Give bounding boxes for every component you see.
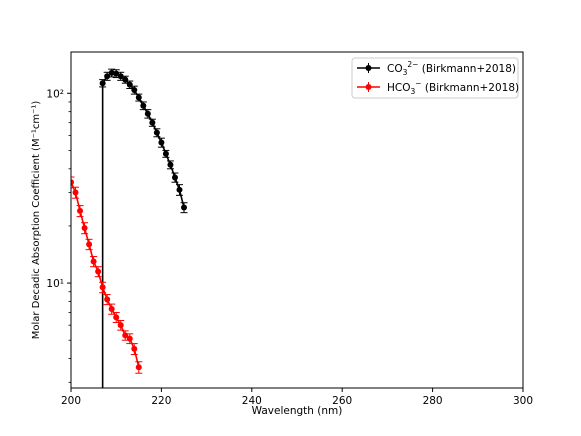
plot-frame [70,51,524,389]
x-tick-label: 240 [242,395,262,407]
legend-label-co3: CO32− (Birkmann+2018) [387,60,516,77]
series-line-co3 [101,72,185,208]
legend-marker-hco3 [365,84,372,90]
data-point-co3 [149,119,156,126]
data-point-hco3 [108,306,115,313]
data-point-co3 [181,204,187,211]
data-point-hco3 [104,296,111,303]
x-tick-label: 220 [151,395,171,407]
x-axis-label: Wavelength (nm) [252,405,343,417]
data-point-co3 [176,186,183,193]
x-tick-label: 260 [332,395,352,407]
data-point-hco3 [113,314,120,321]
data-point-hco3 [135,364,142,371]
data-point-co3 [144,110,151,117]
data-point-co3 [99,80,106,87]
data-point-co3 [131,87,138,94]
data-point-co3 [104,73,111,80]
data-point-hco3 [117,322,124,329]
x-tick-label: 300 [513,395,533,407]
data-point-co3 [126,81,133,88]
data-point-hco3 [72,189,79,196]
data-point-co3 [162,150,169,157]
legend-marker-co3 [365,65,372,71]
data-point-hco3 [86,241,93,248]
data-point-hco3 [77,207,84,214]
data-point-co3 [108,69,115,76]
legend-label-hco3: HCO3− (Birkmann+2018) [387,79,519,96]
data-point-hco3 [81,225,88,232]
legend: CO32− (Birkmann+2018) HCO3− (Birkmann+20… [351,57,519,99]
data-point-hco3 [126,335,133,342]
data-point-co3 [167,161,174,168]
data-point-co3 [153,129,160,136]
y-tick-label: 10¹ [46,278,64,290]
x-tick-label: 280 [423,395,443,407]
data-point-co3 [171,174,178,181]
legend-entry-hco3: HCO3− (Birkmann+2018) [357,79,519,96]
data-point-hco3 [90,258,97,265]
data-point-co3 [158,139,165,146]
legend-entry-co3: CO32− (Birkmann+2018) [357,60,516,77]
data-point-co3 [140,102,147,109]
plot-area [71,68,188,388]
series-hco3 [71,176,143,374]
y-tick-label: 10² [46,88,64,100]
data-point-hco3 [131,345,138,352]
legend-box [351,57,519,99]
data-point-hco3 [99,284,106,291]
data-point-co3 [135,94,142,101]
data-point-co3 [122,76,129,83]
x-tick-label: 200 [61,395,81,407]
data-point-hco3 [95,268,102,275]
y-axis-label: Molar Decadic Absorption Coefficient (M⁻… [31,101,42,340]
data-point-hco3 [71,179,74,186]
data-point-co3 [117,73,124,80]
axes: 200 220 240 260 280 300 10¹ 10² [46,88,533,407]
series-co3 [99,68,188,214]
